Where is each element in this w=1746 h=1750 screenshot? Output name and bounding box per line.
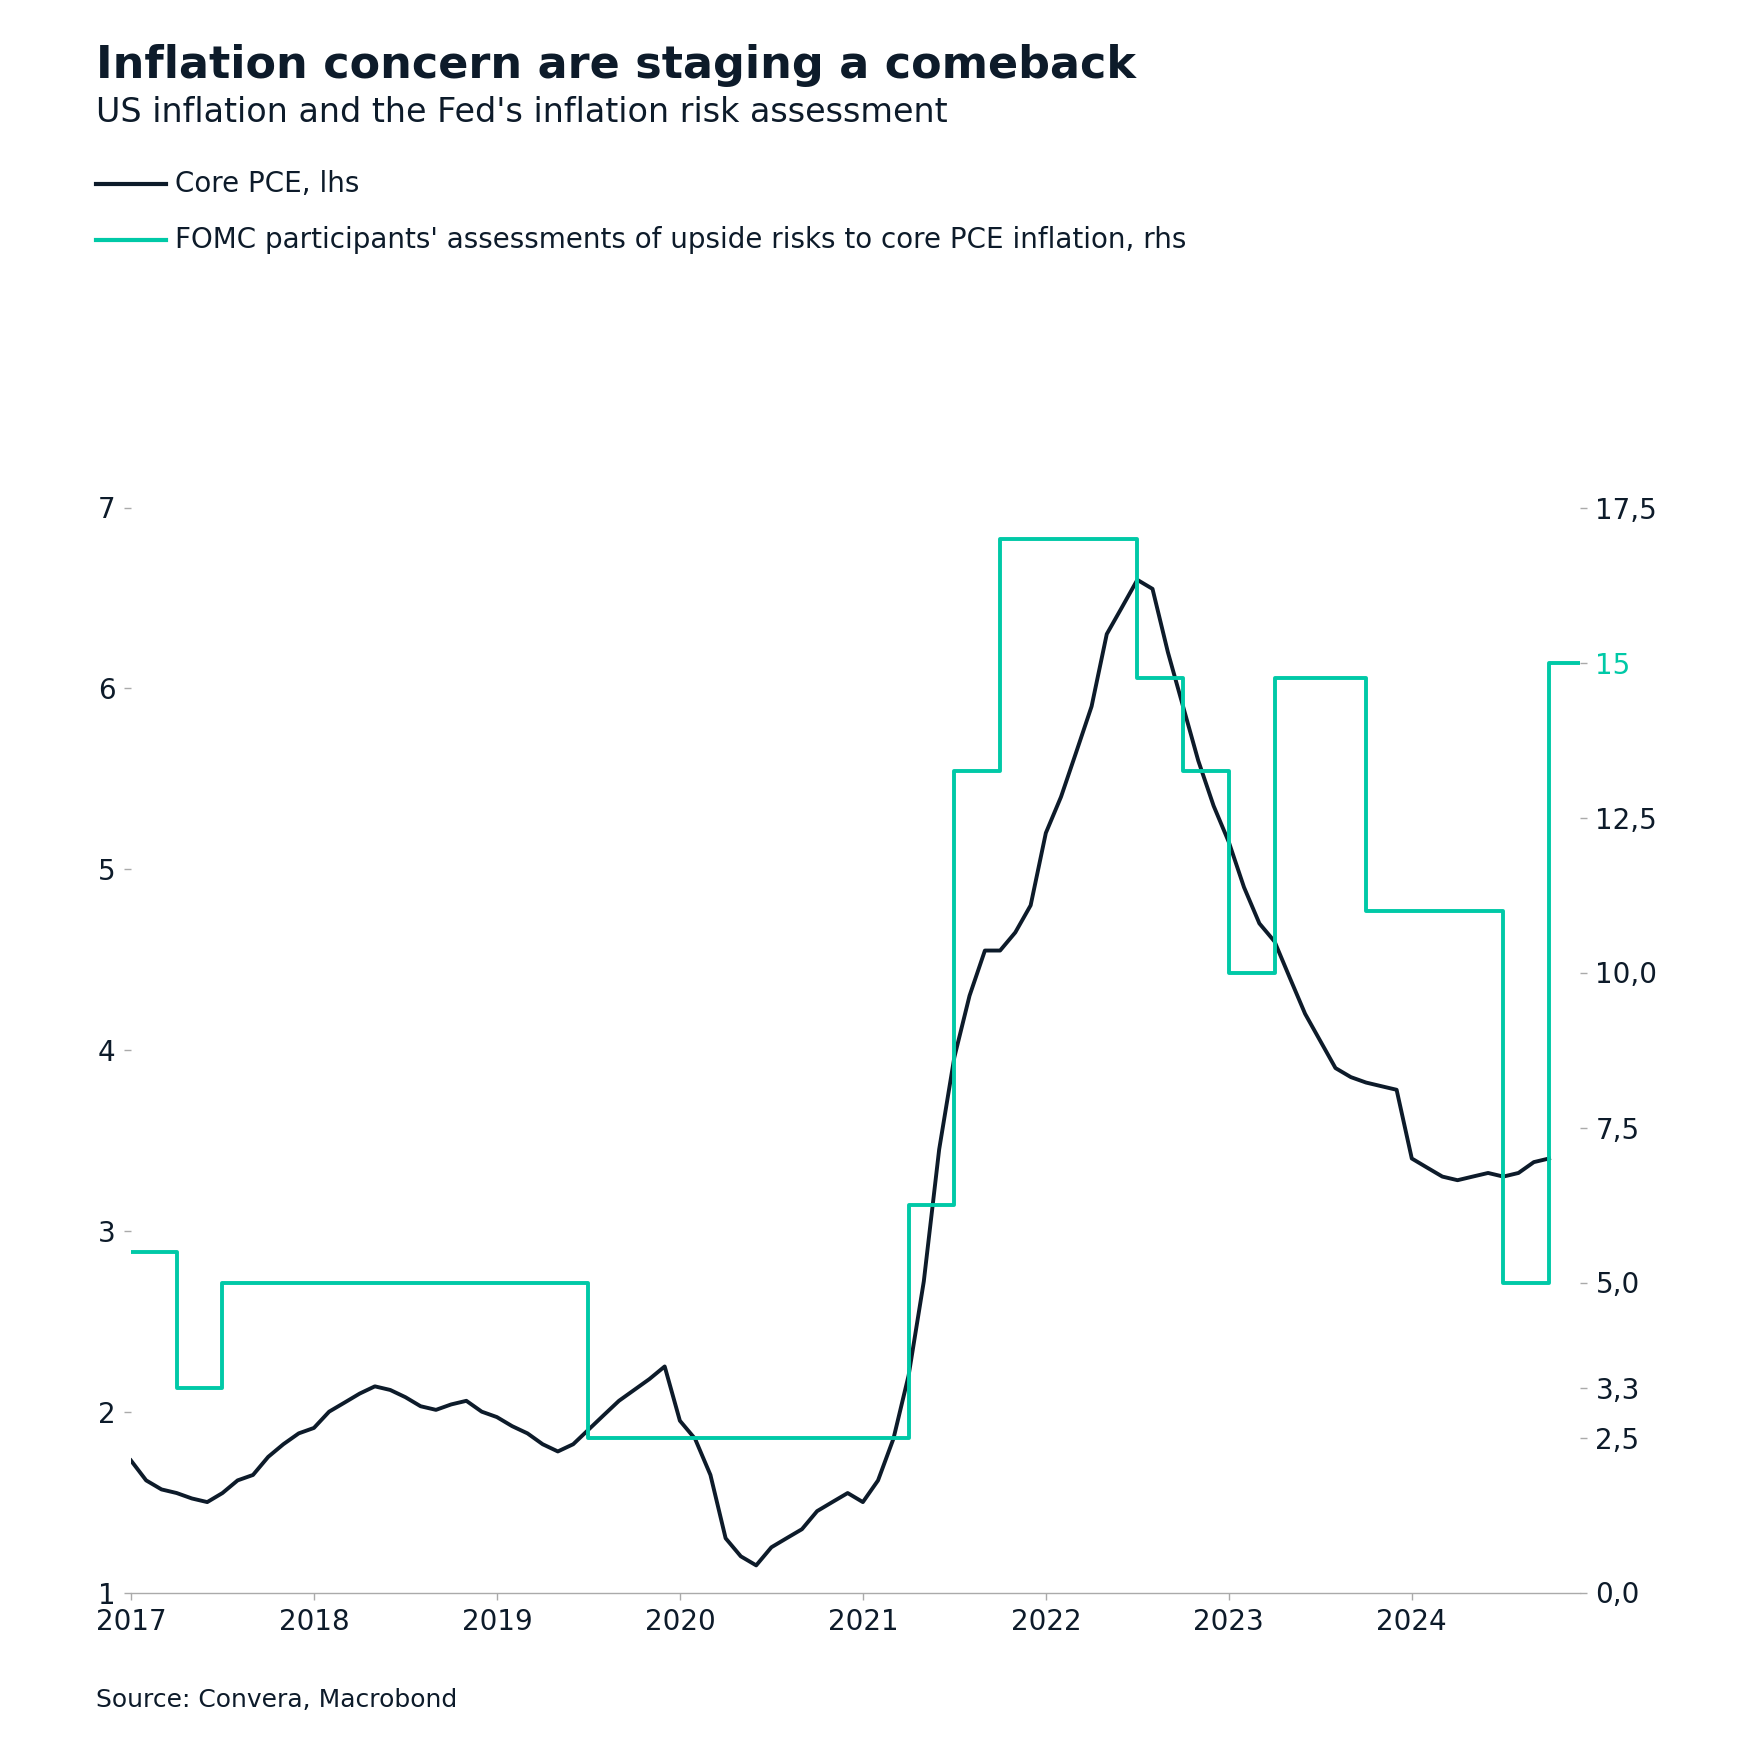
Text: Inflation concern are staging a comeback: Inflation concern are staging a comeback xyxy=(96,44,1137,88)
Text: Source: Convera, Macrobond: Source: Convera, Macrobond xyxy=(96,1687,457,1712)
Text: FOMC participants' assessments of upside risks to core PCE inflation, rhs: FOMC participants' assessments of upside… xyxy=(175,226,1186,254)
Text: Core PCE, lhs: Core PCE, lhs xyxy=(175,170,360,198)
Text: US inflation and the Fed's inflation risk assessment: US inflation and the Fed's inflation ris… xyxy=(96,96,948,130)
